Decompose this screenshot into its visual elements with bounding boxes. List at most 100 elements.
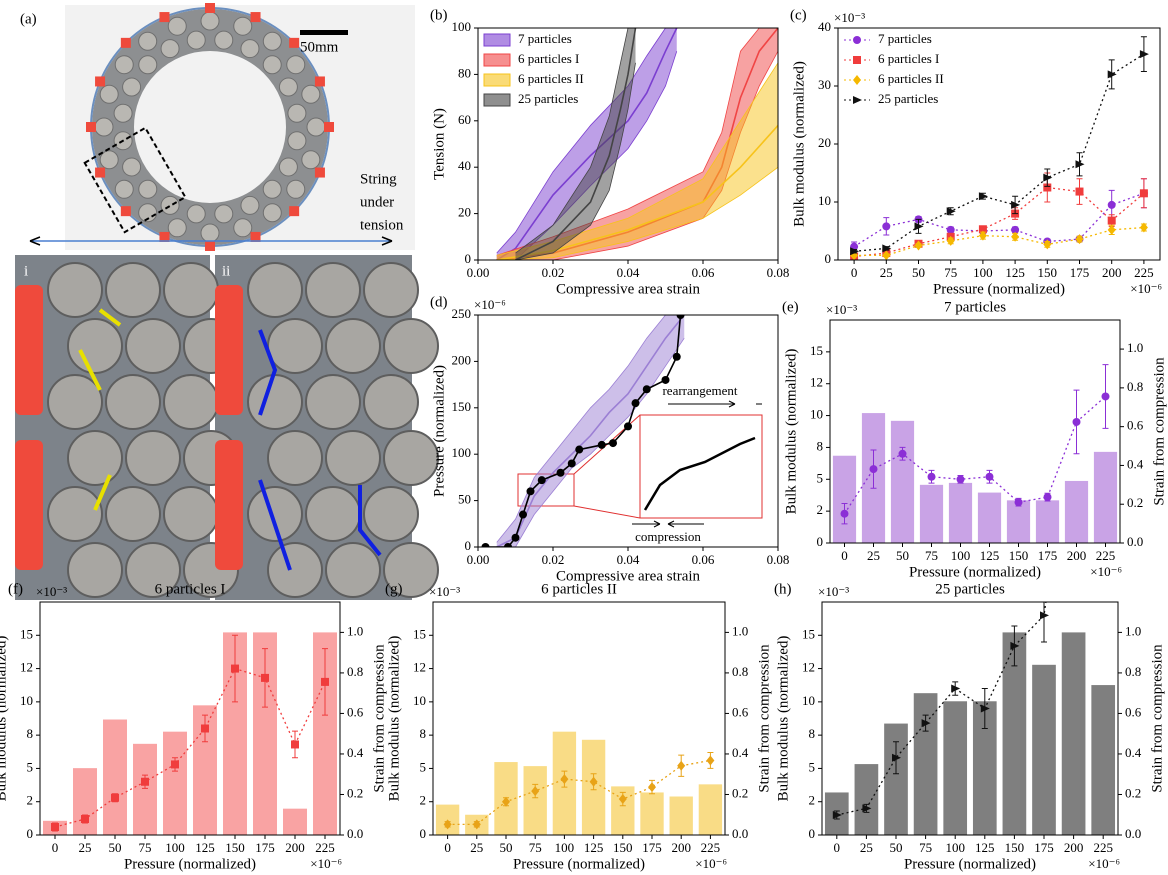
particle: [105, 486, 161, 542]
clamp: [120, 206, 131, 217]
bar: [943, 701, 968, 835]
y-offset-label: ×10⁻³: [826, 302, 857, 317]
y-tick-label: 5: [420, 759, 427, 774]
x-tick-label: 0.08: [767, 265, 790, 280]
particle: [325, 318, 381, 374]
particle: [383, 318, 439, 374]
marker: [589, 776, 598, 787]
marker: [978, 192, 988, 201]
y2-axis-label: Strain from compression: [1149, 644, 1165, 793]
plot-area: [824, 358, 1116, 835]
x-tick-label: 225: [701, 840, 721, 855]
clamp: [289, 37, 300, 48]
x-tick-label: 125: [195, 840, 215, 855]
marker: [980, 704, 990, 713]
x-tick-label: 0.00: [467, 552, 490, 567]
particle: [233, 218, 253, 238]
clamp: [314, 76, 325, 87]
y-tick-label: 8: [27, 726, 34, 741]
x-tick-label: 100: [945, 840, 965, 855]
arrows: [632, 520, 704, 528]
panel-label: (c): [790, 7, 807, 23]
y-tick-label: 2: [809, 793, 816, 808]
marker: [677, 760, 686, 771]
x-tick-label: 50: [912, 265, 925, 280]
y-tick-label: 20: [818, 135, 831, 150]
marker: [832, 811, 842, 820]
clamp: [95, 76, 106, 87]
x-tick-label: 125: [975, 840, 995, 855]
bar: [977, 492, 1002, 543]
marker: [853, 56, 861, 64]
y2-axis-label: Strain from compression: [756, 644, 772, 793]
clamp: [15, 440, 43, 570]
line: [853, 192, 1145, 248]
y-tick-label: 10: [818, 193, 831, 208]
line: [843, 395, 1106, 515]
marker: [1139, 222, 1148, 233]
highlight-box: [83, 126, 187, 234]
marker: [862, 804, 872, 813]
particle: [267, 318, 323, 374]
zoom-trace: [643, 436, 756, 511]
y2-tick-label: 0.4: [347, 745, 364, 760]
frame: [829, 319, 1121, 544]
marker: [1139, 189, 1148, 198]
x-tick-label: 0.04: [617, 265, 640, 280]
clamp: [95, 167, 106, 178]
y-offset-label: ×10⁻³: [36, 584, 67, 599]
y2-tick-label: 0.6: [1125, 704, 1142, 719]
marker: [985, 472, 994, 481]
y-tick-label: 0: [27, 826, 34, 841]
y-tick-label: 8: [809, 726, 816, 741]
bar: [854, 764, 879, 835]
y-tick-label: 80: [458, 65, 471, 80]
plot-area: [481, 315, 685, 547]
inset-label: i: [24, 263, 28, 279]
particle: [67, 542, 123, 598]
frame: [821, 601, 1119, 836]
marker: [661, 375, 670, 384]
inset-label: ii: [222, 263, 230, 279]
bar: [832, 455, 857, 543]
line: [854, 226, 1144, 257]
y-offset-label: ×10⁻³: [834, 10, 865, 25]
x-tick-label: 0.02: [542, 552, 565, 567]
particle: [247, 486, 303, 542]
annotation: rearrangement: [662, 383, 737, 398]
particle: [325, 430, 381, 486]
clamp: [324, 122, 334, 132]
particle: [138, 179, 158, 199]
marker: [853, 75, 861, 85]
marker: [51, 823, 59, 832]
marker: [1099, 358, 1108, 366]
marker: [1107, 200, 1116, 209]
x-tick-label: 25: [867, 548, 880, 563]
particle: [287, 103, 307, 123]
y-tick-label: 0: [420, 826, 427, 841]
particle: [262, 55, 282, 75]
annotation: under: [360, 194, 394, 210]
marker: [869, 465, 878, 474]
x-tick-label: 100: [973, 265, 993, 280]
arrows: [29, 236, 393, 246]
x-tick-label: 0.02: [542, 265, 565, 280]
x-tick-label: 200: [671, 840, 691, 855]
marker: [840, 509, 849, 518]
y2-tick-label: 0.2: [347, 785, 363, 800]
marker: [618, 794, 627, 805]
particle: [114, 55, 134, 75]
x-tick-label: 125: [1005, 265, 1025, 280]
bar: [913, 693, 938, 835]
bar: [698, 784, 723, 835]
particle: [167, 218, 187, 238]
particle: [301, 150, 321, 170]
marker: [951, 684, 961, 693]
x-offset-label: ×10⁻⁶: [1130, 281, 1162, 296]
particle: [99, 84, 119, 104]
y2-tick-label: 0.0: [1125, 826, 1141, 841]
bar: [133, 743, 157, 835]
marker: [531, 786, 540, 797]
particle: [278, 157, 298, 177]
particle: [125, 318, 181, 374]
